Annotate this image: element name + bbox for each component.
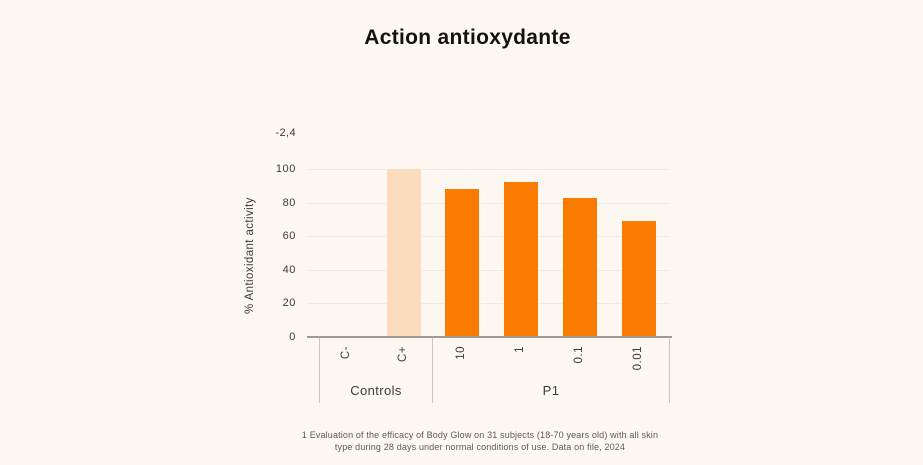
y-tick-label-60: 60: [282, 230, 296, 242]
x-tick-label-0.1: 0.1: [573, 346, 585, 364]
footnote-line-2: type during 28 days under normal conditi…: [334, 441, 626, 452]
y-tick-label-20: 20: [282, 297, 296, 309]
bar-0.1: [563, 198, 597, 337]
x-tick-label-1: 1: [514, 346, 526, 353]
outlier-value-label: -2,4: [275, 127, 296, 139]
y-tick-label-0: 0: [289, 331, 296, 343]
gridline-60: [307, 236, 670, 237]
bar-C+: [387, 169, 421, 337]
y-tick-label-100: 100: [275, 163, 296, 175]
x-tick-label-0.01: 0.01: [632, 346, 644, 371]
gridline-100: [307, 169, 670, 170]
x-tick-label-C+: C+: [397, 346, 409, 363]
group-label-p1: P1: [542, 383, 560, 398]
bar-0.01: [622, 221, 656, 337]
gridline-20: [307, 303, 670, 304]
x-axis-line: [307, 336, 672, 338]
y-axis-title: % Antioxidant activity: [244, 197, 256, 315]
group-divider: [669, 338, 670, 403]
footnote-line-1: 1 Evaluation of the efficacy of Body Glo…: [301, 430, 659, 440]
bar-10: [445, 189, 479, 337]
x-tick-label-10: 10: [455, 346, 467, 360]
chart-footnote: 1 Evaluation of the efficacy of Body Glo…: [250, 430, 710, 453]
chart-title: Action antioxydante: [364, 26, 571, 49]
x-tick-label-C-: C-: [340, 346, 352, 360]
gridline-80: [307, 203, 670, 204]
group-divider: [432, 338, 433, 403]
group-label-controls: Controls: [350, 383, 402, 398]
y-tick-label-40: 40: [282, 264, 296, 276]
bar-1: [504, 182, 538, 337]
group-divider: [319, 338, 320, 403]
gridline-40: [307, 270, 670, 271]
y-tick-label-80: 80: [282, 197, 296, 209]
